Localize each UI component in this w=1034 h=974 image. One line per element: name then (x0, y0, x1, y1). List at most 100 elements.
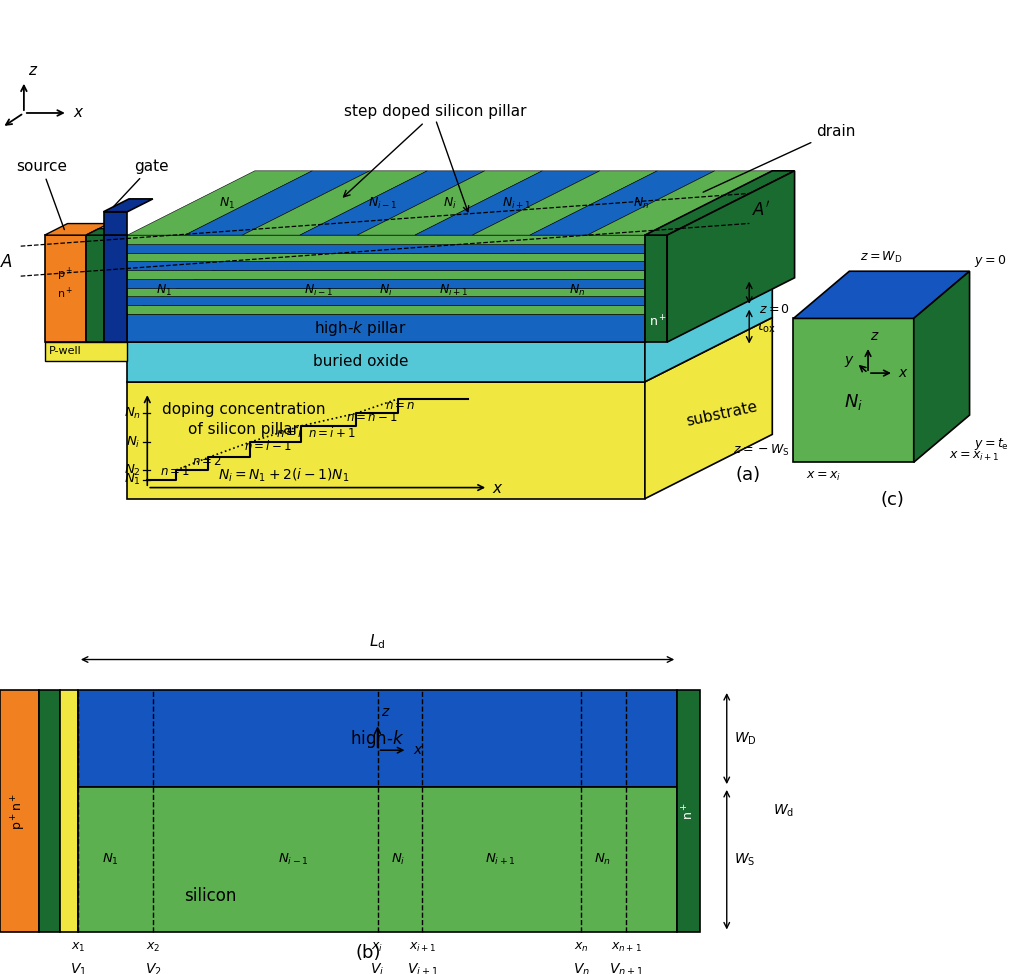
Polygon shape (44, 235, 86, 342)
Polygon shape (793, 271, 970, 318)
Text: $N_1$: $N_1$ (155, 282, 172, 298)
Polygon shape (127, 170, 312, 235)
Polygon shape (127, 296, 645, 305)
Text: $N_n$: $N_n$ (594, 852, 611, 867)
Text: $x_n$: $x_n$ (574, 941, 588, 955)
Polygon shape (127, 305, 645, 314)
Bar (677, 691, 700, 932)
Polygon shape (127, 342, 645, 382)
Text: $x=x_{i+1}$: $x=x_{i+1}$ (949, 450, 1000, 463)
Text: $\mathrm{p^+}$
$\mathrm{n^+}$: $\mathrm{p^+}$ $\mathrm{n^+}$ (57, 266, 73, 301)
Polygon shape (645, 170, 794, 235)
Polygon shape (127, 261, 645, 270)
Polygon shape (645, 241, 772, 314)
Polygon shape (793, 318, 914, 463)
Text: $V_2$: $V_2$ (145, 961, 161, 974)
Polygon shape (127, 382, 645, 499)
Polygon shape (529, 170, 714, 235)
Text: $V_n$: $V_n$ (573, 961, 589, 974)
Polygon shape (645, 170, 772, 244)
Text: $N_{i-1}$: $N_{i-1}$ (304, 282, 334, 298)
Text: substrate: substrate (685, 399, 758, 429)
Text: $x$: $x$ (413, 743, 424, 757)
Text: $W_{\mathrm{D}}$: $W_{\mathrm{D}}$ (734, 730, 757, 747)
Polygon shape (300, 170, 485, 235)
Polygon shape (415, 170, 600, 235)
Text: drain: drain (703, 124, 855, 192)
Bar (78, 691, 677, 787)
Text: $\mathrm{n^+}$: $\mathrm{n^+}$ (648, 315, 667, 330)
Text: $x_{n+1}$: $x_{n+1}$ (611, 941, 641, 955)
Text: $W_{\mathrm{d}}$: $W_{\mathrm{d}}$ (772, 803, 794, 819)
Polygon shape (645, 214, 772, 287)
Text: $n=2$: $n=2$ (192, 455, 222, 468)
Polygon shape (645, 223, 772, 296)
Text: $N_{i-1}$: $N_{i-1}$ (278, 852, 309, 867)
Text: $n=i$: $n=i$ (276, 427, 303, 440)
Text: $N_1$: $N_1$ (102, 852, 119, 867)
Text: $z$: $z$ (28, 63, 38, 78)
Text: $N_i = N_1 + 2(i-1)N_1$: $N_i = N_1 + 2(i-1)N_1$ (218, 467, 349, 484)
Text: high-$k$: high-$k$ (351, 728, 404, 750)
Polygon shape (242, 170, 427, 235)
Polygon shape (645, 206, 772, 279)
Text: $N_1$: $N_1$ (124, 472, 141, 487)
Text: $z=0$: $z=0$ (759, 304, 790, 317)
Text: $N_{i+1}$: $N_{i+1}$ (503, 196, 531, 210)
Polygon shape (473, 170, 658, 235)
Text: $x_i$: $x_i$ (371, 941, 384, 955)
Polygon shape (645, 249, 772, 342)
Text: $n=i+1$: $n=i+1$ (308, 427, 356, 440)
Text: $A'$: $A'$ (752, 201, 770, 220)
Text: $t_{\mathrm{e}}$: $t_{\mathrm{e}}$ (757, 284, 770, 301)
Text: $N_{i-1}$: $N_{i-1}$ (368, 196, 397, 210)
Text: $n=i-1$: $n=i-1$ (244, 439, 292, 453)
Text: $n=n-1$: $n=n-1$ (346, 411, 398, 424)
Text: $N_{i+1}$: $N_{i+1}$ (438, 282, 468, 298)
Polygon shape (185, 170, 370, 235)
Polygon shape (86, 229, 116, 235)
Text: $N_i$: $N_i$ (379, 282, 393, 298)
Text: $N_{i+1}$: $N_{i+1}$ (485, 852, 516, 867)
Polygon shape (914, 271, 970, 463)
Polygon shape (358, 170, 542, 235)
Text: $\mathrm{p^+n^+}$: $\mathrm{p^+n^+}$ (10, 793, 28, 830)
Text: doping concentration
of silicon pillar: doping concentration of silicon pillar (161, 402, 326, 436)
Text: $L_{\mathrm{d}}$: $L_{\mathrm{d}}$ (369, 632, 386, 651)
Polygon shape (127, 249, 772, 314)
Text: $z$: $z$ (382, 705, 391, 719)
Text: $z$: $z$ (871, 328, 880, 343)
Text: $x$: $x$ (492, 480, 504, 496)
Text: $y$: $y$ (845, 355, 855, 369)
Polygon shape (103, 199, 153, 211)
Text: $N_i$: $N_i$ (844, 392, 863, 412)
Polygon shape (127, 287, 645, 296)
Text: (b): (b) (356, 944, 382, 961)
Polygon shape (645, 179, 772, 252)
Polygon shape (86, 235, 103, 342)
Polygon shape (127, 278, 772, 342)
Polygon shape (127, 279, 645, 287)
Text: $x=x_i$: $x=x_i$ (807, 470, 841, 483)
Text: $A$: $A$ (0, 253, 12, 272)
Text: $x$: $x$ (73, 105, 85, 121)
Polygon shape (645, 235, 667, 342)
Bar (60, 691, 78, 932)
Polygon shape (127, 314, 645, 342)
Text: $V_{i+1}$: $V_{i+1}$ (406, 961, 438, 974)
Text: $N_i$: $N_i$ (391, 852, 405, 867)
Text: $x$: $x$ (899, 366, 909, 380)
Polygon shape (127, 252, 645, 261)
Text: $z=W_{\mathrm{D}}$: $z=W_{\mathrm{D}}$ (860, 249, 903, 265)
Polygon shape (127, 244, 645, 252)
Text: high-$k$ pillar: high-$k$ pillar (314, 318, 406, 338)
Text: source: source (16, 159, 67, 230)
Polygon shape (127, 270, 645, 279)
Text: $y=0$: $y=0$ (974, 253, 1006, 269)
Polygon shape (645, 188, 772, 261)
Polygon shape (44, 224, 109, 235)
Text: $N_n$: $N_n$ (633, 196, 649, 210)
Text: $n=1$: $n=1$ (160, 465, 190, 478)
Polygon shape (127, 235, 645, 244)
Polygon shape (103, 235, 127, 342)
